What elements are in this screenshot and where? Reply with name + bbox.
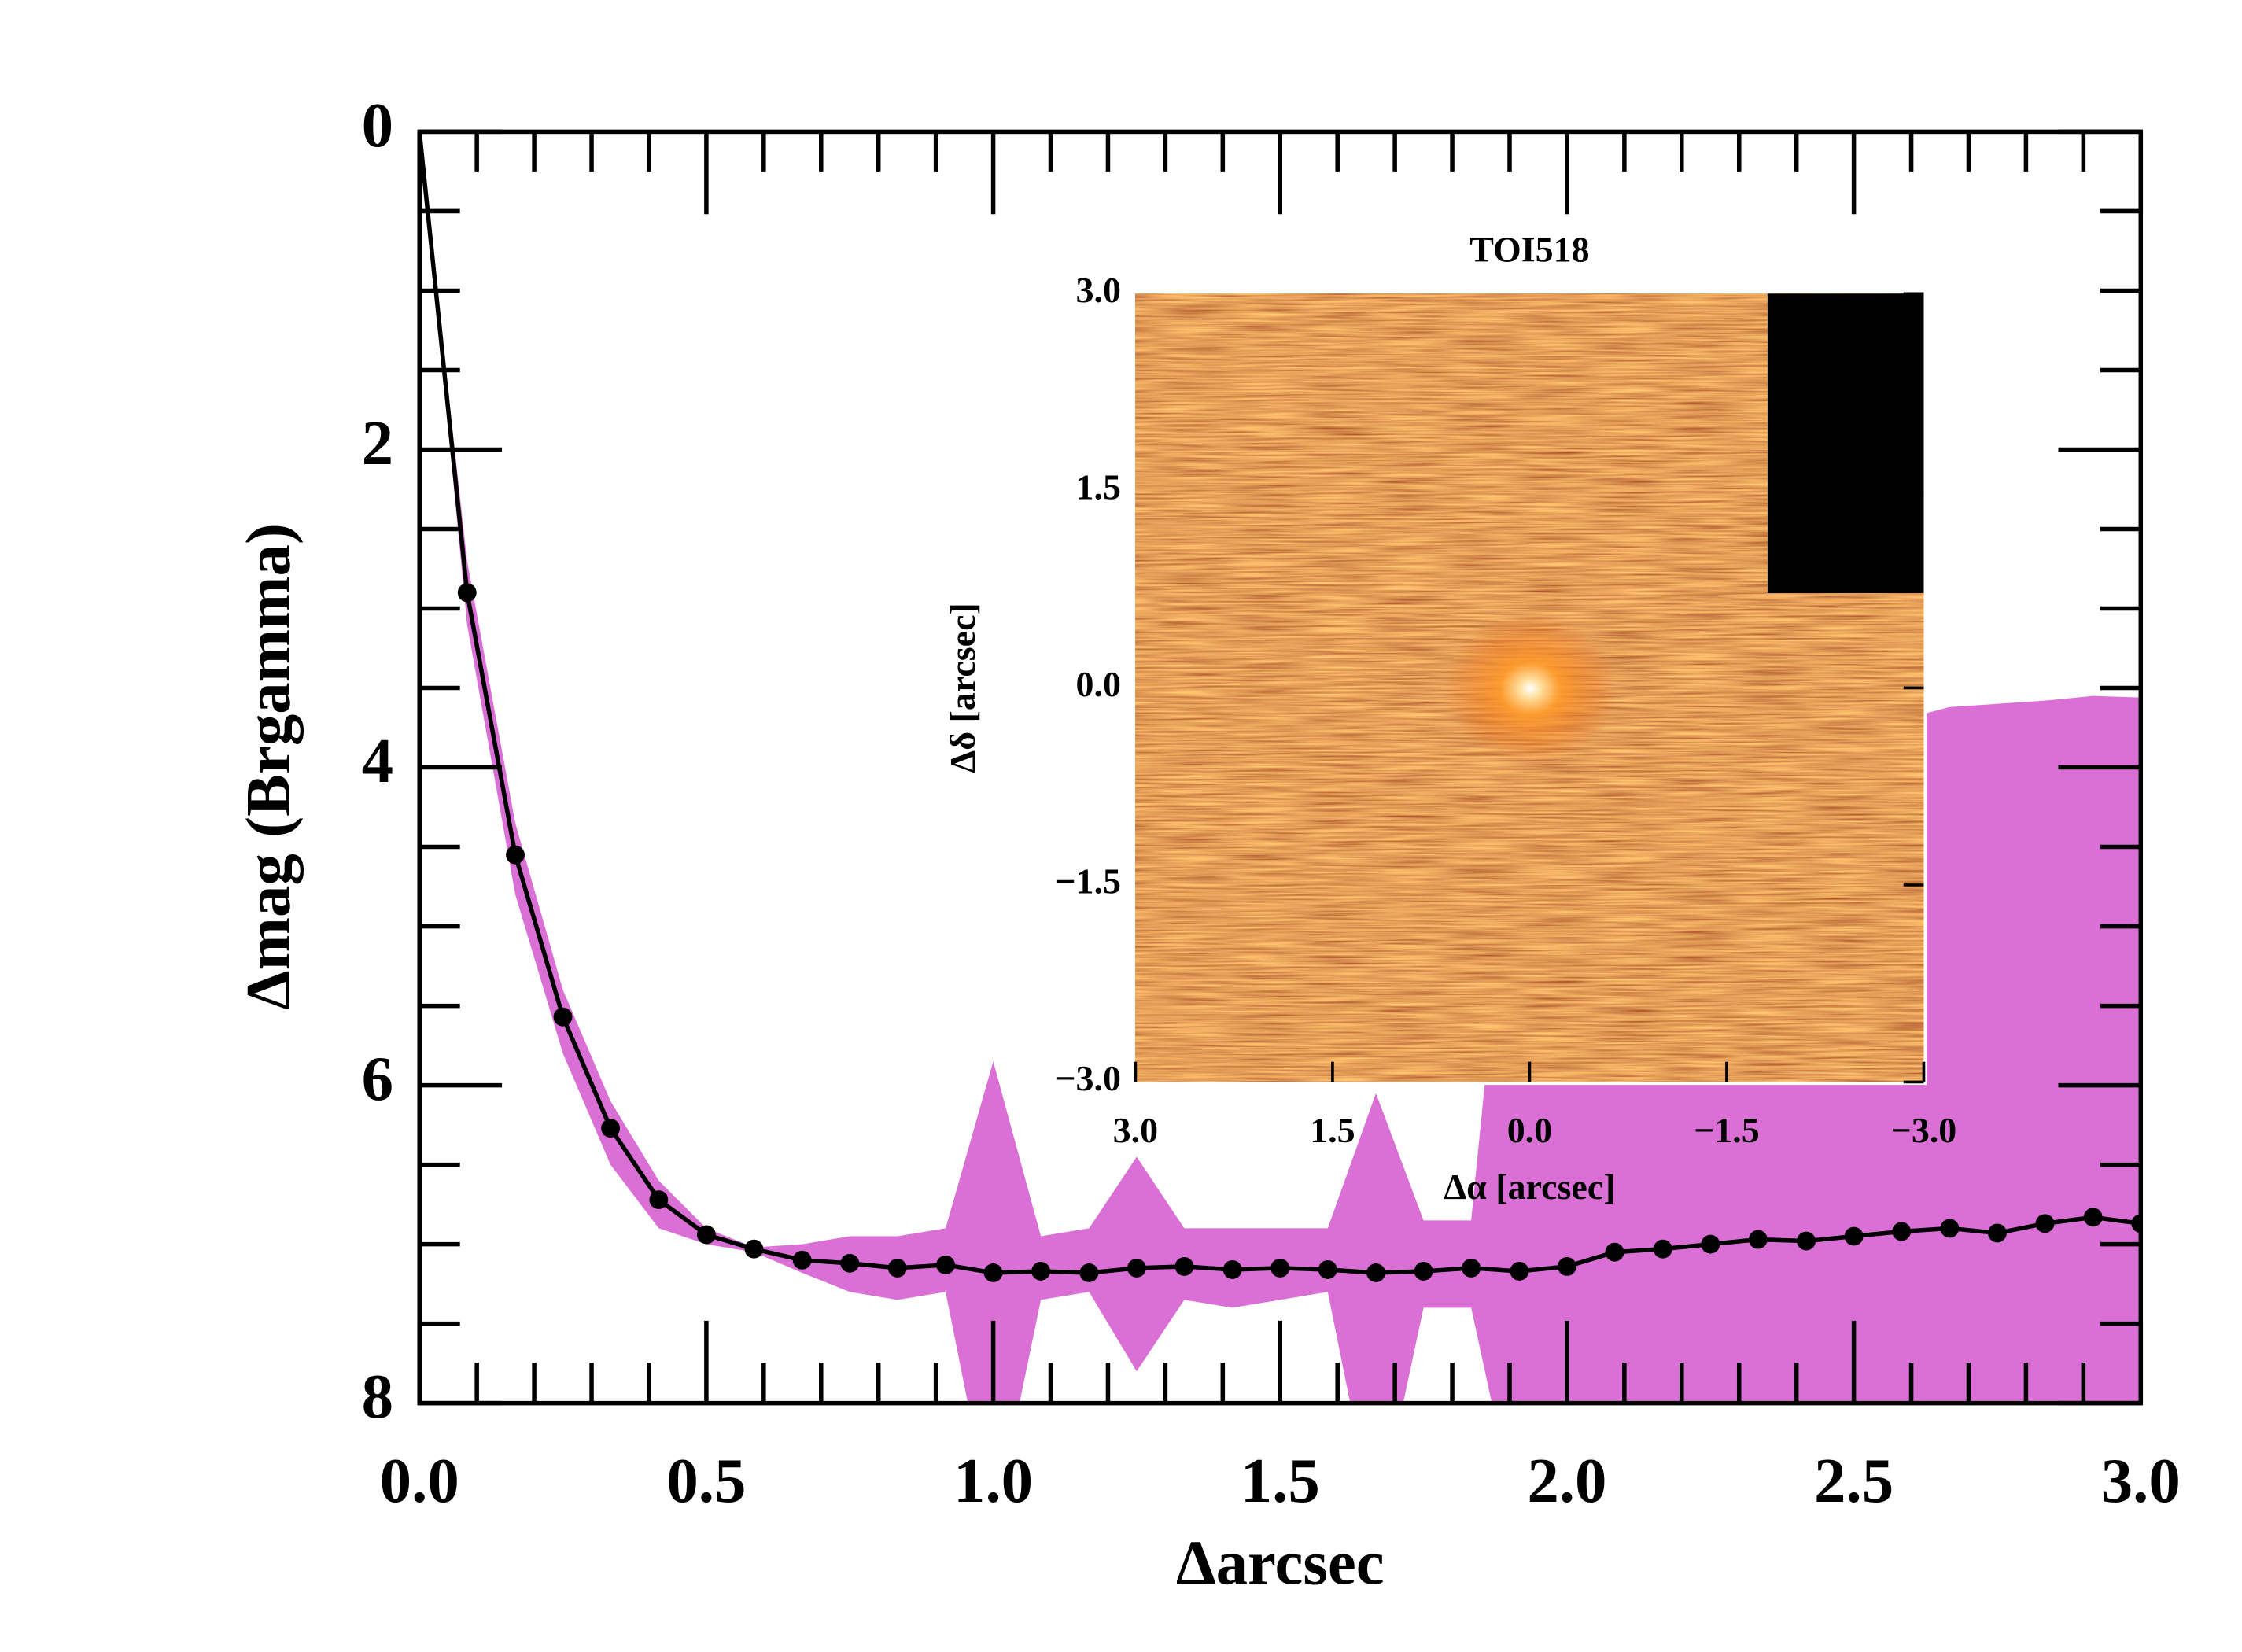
data-point — [936, 1255, 955, 1274]
data-point — [840, 1253, 860, 1273]
x-tick-label: 3.0 — [2101, 1446, 2181, 1516]
data-point — [1701, 1234, 1720, 1254]
data-point — [744, 1239, 764, 1259]
inset-x-tick-label: 1.5 — [1310, 1110, 1355, 1150]
data-point — [2035, 1214, 2055, 1233]
x-tick-label: 1.5 — [1241, 1446, 1320, 1516]
data-point — [1844, 1226, 1864, 1246]
data-point — [1940, 1219, 1960, 1238]
inset-y-label: Δδ [arcsec] — [942, 603, 983, 773]
y-tick-label: 6 — [362, 1044, 393, 1114]
y-tick-label: 8 — [362, 1362, 393, 1432]
inset-y-tick-label: −3.0 — [1055, 1058, 1121, 1098]
inset-title: TOI518 — [1469, 229, 1589, 269]
x-tick-label: 1.0 — [953, 1446, 1033, 1516]
x-tick-label: 2.0 — [1527, 1446, 1606, 1516]
data-point — [1892, 1222, 1912, 1241]
data-point — [792, 1250, 812, 1270]
inset-x-tick-label: 0.0 — [1507, 1110, 1552, 1150]
data-point — [1653, 1239, 1672, 1259]
inset-x-tick-label: −3.0 — [1891, 1110, 1957, 1150]
data-point — [1270, 1258, 1290, 1278]
data-point — [457, 583, 477, 603]
x-axis-label: Δarcsec — [1176, 1528, 1385, 1599]
data-point — [1318, 1259, 1337, 1279]
data-point — [1366, 1263, 1386, 1282]
data-point — [1557, 1256, 1576, 1276]
data-point — [1174, 1256, 1194, 1276]
data-point — [649, 1190, 669, 1210]
inset-x-label: Δα [arcsec] — [1444, 1167, 1615, 1207]
data-point — [553, 1007, 573, 1027]
data-point — [1510, 1262, 1529, 1281]
data-point — [1127, 1258, 1146, 1278]
inset-x-tick-label: 3.0 — [1113, 1110, 1158, 1150]
data-point — [887, 1258, 907, 1278]
data-point — [1797, 1231, 1816, 1251]
data-point — [983, 1263, 1003, 1282]
x-tick-label: 2.5 — [1814, 1446, 1894, 1516]
x-tick-label: 0.0 — [380, 1446, 459, 1516]
x-tick-label: 0.5 — [666, 1446, 746, 1516]
contrast-band — [419, 131, 2141, 1403]
y-tick-label: 2 — [362, 408, 393, 478]
data-point — [601, 1119, 621, 1138]
inset-x-tick-label: −1.5 — [1694, 1110, 1760, 1150]
data-point — [1988, 1223, 2007, 1243]
plot-area — [419, 131, 2141, 1403]
inset-y-tick-label: 3.0 — [1076, 270, 1121, 310]
inset-y-tick-label: −1.5 — [1055, 861, 1121, 901]
star — [1444, 613, 1617, 764]
y-tick-label: 0 — [362, 90, 393, 160]
data-point — [1079, 1263, 1099, 1282]
data-point — [2083, 1208, 2103, 1227]
data-point — [1222, 1259, 1242, 1279]
data-point — [506, 845, 525, 865]
data-point — [1462, 1258, 1481, 1278]
inset-y-tick-label: 1.5 — [1076, 466, 1121, 507]
y-tick-label: 4 — [362, 726, 393, 796]
data-point — [1414, 1262, 1433, 1281]
data-point — [1748, 1230, 1768, 1249]
data-point — [2131, 1214, 2141, 1233]
data-point — [1031, 1262, 1051, 1281]
data-point — [696, 1225, 716, 1245]
inset-y-tick-label: 0.0 — [1076, 664, 1121, 704]
data-point — [1605, 1242, 1624, 1262]
y-axis-label: Δmag (Brgamma) — [234, 523, 304, 1010]
masked-region — [1767, 293, 1924, 593]
